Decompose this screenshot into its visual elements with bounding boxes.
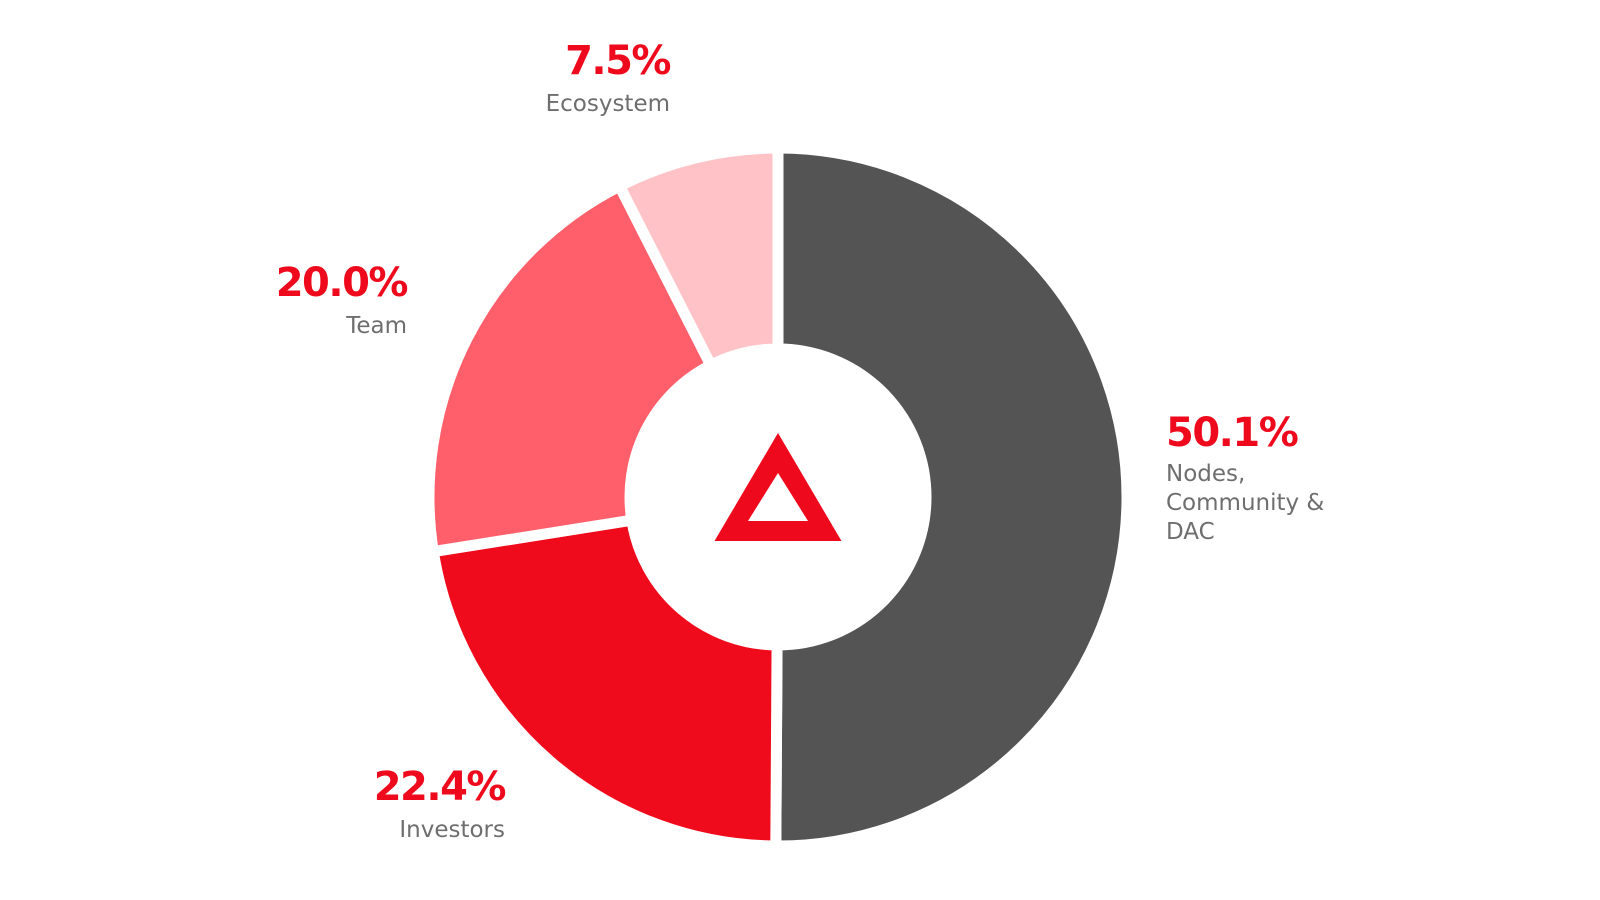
slice-name-label-ecosystem: Ecosystem: [545, 91, 670, 117]
donut-slice-team: [423, 178, 719, 558]
donut-slice-ecosystem: [612, 142, 784, 373]
slice-value-label-investors: 22.4%: [373, 764, 507, 810]
slice-name-label-nodes: Nodes, Community & DAC: [1166, 461, 1325, 545]
donut-slice-investors: [427, 513, 783, 852]
donut-slice-nodes: [770, 142, 1133, 852]
triangle-logo-icon: [714, 433, 842, 541]
slice-value-label-ecosystem: 7.5%: [565, 38, 671, 84]
slice-value-label-team: 20.0%: [275, 260, 409, 306]
slice-name-label-team: Team: [346, 313, 407, 339]
slice-name-label-investors: Investors: [399, 817, 505, 843]
slice-value-label-nodes: 50.1%: [1166, 410, 1299, 456]
